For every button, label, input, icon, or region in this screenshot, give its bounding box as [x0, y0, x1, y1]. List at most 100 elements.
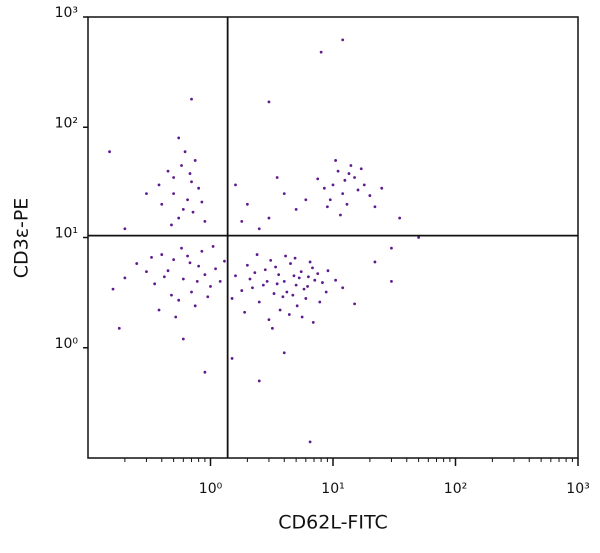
event-dot	[145, 192, 148, 196]
y-tick-label: 10³	[55, 5, 78, 21]
event-dot	[117, 326, 121, 330]
event-dot	[177, 216, 181, 220]
event-dot	[285, 290, 289, 294]
event-dot	[336, 169, 340, 173]
event-dot	[343, 178, 347, 182]
event-dot	[214, 267, 217, 271]
event-dot	[181, 277, 185, 281]
event-dot	[181, 337, 185, 341]
event-dot	[324, 290, 328, 294]
x-tick-label: 10⁰	[199, 481, 223, 497]
event-dot	[334, 159, 337, 162]
event-dot	[282, 351, 286, 355]
event-dot	[193, 159, 197, 162]
event-dot	[223, 259, 226, 263]
event-dot	[145, 270, 148, 274]
event-dot	[347, 172, 351, 175]
event-dot	[326, 269, 330, 273]
y-tick-label: 10¹	[55, 226, 78, 242]
event-dot	[390, 246, 393, 250]
event-dot	[183, 150, 187, 154]
event-dot	[274, 265, 278, 269]
event-dot	[316, 272, 320, 276]
event-dot	[180, 164, 183, 167]
event-dot	[267, 318, 271, 322]
event-dot	[328, 198, 332, 202]
event-dot	[166, 269, 170, 273]
event-dot	[373, 260, 377, 264]
event-dot	[230, 357, 234, 360]
event-dot	[293, 256, 297, 260]
event-dot	[240, 289, 244, 292]
event-dot	[282, 192, 286, 196]
event-dot	[253, 271, 257, 275]
event-dot	[257, 379, 261, 383]
event-dot	[373, 205, 377, 209]
event-dot	[197, 186, 201, 190]
event-dot	[240, 219, 244, 223]
event-dot	[284, 254, 287, 258]
event-dot	[195, 279, 199, 283]
event-dot	[345, 202, 349, 206]
event-dot	[353, 302, 356, 306]
event-dot	[123, 276, 127, 280]
event-dot	[316, 177, 320, 181]
event-dot	[281, 295, 285, 299]
event-dot	[172, 192, 176, 196]
event-dot	[190, 180, 193, 184]
event-dot	[255, 253, 259, 256]
x-tick-label: 10¹	[321, 481, 344, 497]
event-dot	[341, 286, 345, 290]
event-dot	[257, 227, 261, 231]
event-dot	[417, 236, 421, 239]
event-dot	[341, 192, 345, 196]
event-dot	[304, 198, 308, 202]
event-dot	[308, 260, 312, 264]
event-dot	[269, 258, 273, 262]
event-dot	[297, 276, 301, 280]
event-dot	[289, 262, 292, 265]
event-dot	[263, 268, 267, 272]
event-dot	[203, 219, 207, 223]
event-dot	[353, 176, 356, 179]
event-dot	[295, 304, 299, 308]
event-dot	[245, 202, 249, 206]
event-dot	[191, 210, 195, 214]
event-dot	[177, 298, 181, 302]
event-dot	[157, 183, 161, 187]
event-dot	[267, 100, 271, 104]
event-dot	[186, 198, 189, 202]
event-dot	[398, 216, 402, 220]
event-dot	[307, 275, 310, 279]
event-dot	[318, 300, 322, 304]
event-dot	[291, 293, 295, 297]
x-tick-label: 10³	[566, 481, 589, 497]
event-dot	[341, 38, 345, 42]
event-dot	[251, 286, 254, 290]
event-dot	[188, 172, 192, 175]
x-axis-title: CD62L-FITC	[278, 512, 387, 534]
event-dot	[270, 326, 274, 330]
event-dot	[162, 275, 166, 279]
event-dot	[287, 313, 291, 316]
event-dot	[322, 186, 326, 190]
event-dot	[304, 297, 308, 300]
event-dot	[209, 285, 212, 288]
event-dot	[267, 216, 271, 220]
event-dot	[311, 320, 315, 324]
event-dot	[275, 176, 279, 179]
event-dot	[306, 285, 309, 288]
event-dot	[299, 270, 303, 274]
event-dot	[157, 308, 161, 312]
event-dot	[123, 227, 127, 231]
x-tick-label: 10²	[444, 481, 467, 497]
event-dot	[321, 281, 324, 284]
event-dot	[311, 266, 314, 270]
event-dot	[313, 278, 317, 282]
event-dot	[319, 50, 323, 54]
event-dot	[331, 183, 335, 187]
event-dot	[197, 264, 201, 268]
event-dot	[190, 97, 193, 101]
event-dot	[135, 262, 139, 265]
